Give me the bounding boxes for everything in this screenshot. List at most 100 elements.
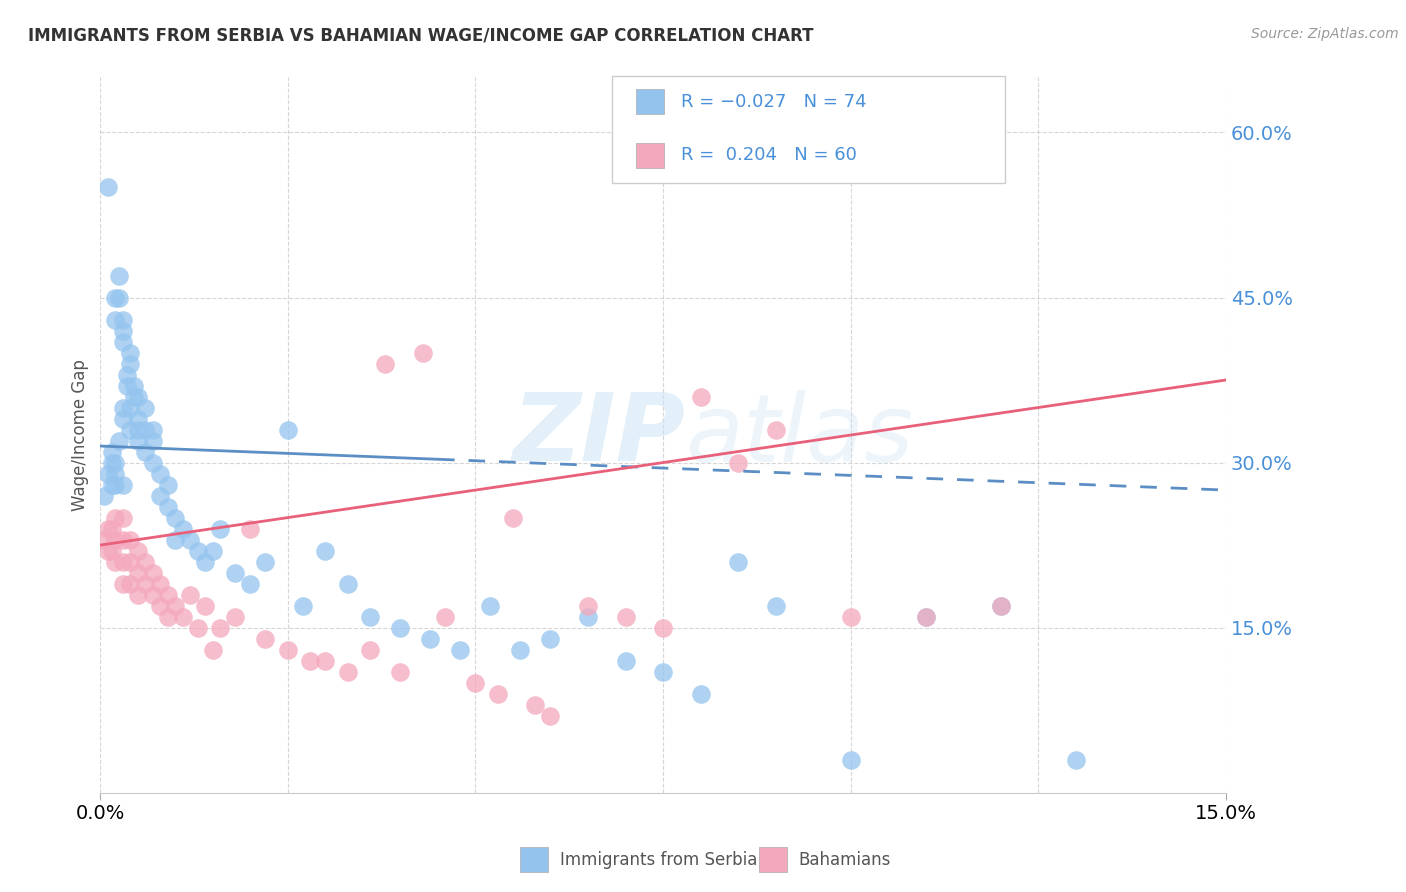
Text: atlas: atlas — [686, 390, 914, 481]
Point — [359, 642, 381, 657]
Point — [111, 401, 134, 415]
Point — [765, 423, 787, 437]
Point — [111, 510, 134, 524]
Point — [839, 753, 862, 767]
Point — [149, 489, 172, 503]
Point — [93, 533, 115, 547]
Text: Bahamians: Bahamians — [799, 851, 891, 869]
Point — [104, 312, 127, 326]
Point — [990, 599, 1012, 613]
Point — [179, 533, 201, 547]
Point — [100, 477, 122, 491]
Point — [127, 434, 149, 448]
Point — [115, 368, 138, 382]
Point — [97, 467, 120, 481]
Point — [108, 268, 131, 283]
Point — [142, 434, 165, 448]
Point — [314, 654, 336, 668]
Text: R = −0.027   N = 74: R = −0.027 N = 74 — [681, 93, 866, 111]
Point — [111, 334, 134, 349]
Point — [120, 555, 142, 569]
Point — [179, 588, 201, 602]
Point — [111, 411, 134, 425]
Text: R =  0.204   N = 60: R = 0.204 N = 60 — [681, 146, 856, 164]
Point — [104, 510, 127, 524]
Point — [142, 588, 165, 602]
Point — [111, 324, 134, 338]
Text: IMMIGRANTS FROM SERBIA VS BAHAMIAN WAGE/INCOME GAP CORRELATION CHART: IMMIGRANTS FROM SERBIA VS BAHAMIAN WAGE/… — [28, 27, 814, 45]
Point — [120, 401, 142, 415]
Point — [104, 477, 127, 491]
Point — [614, 609, 637, 624]
Point — [134, 576, 156, 591]
Point — [464, 675, 486, 690]
Point — [122, 390, 145, 404]
Point — [201, 642, 224, 657]
Point — [97, 522, 120, 536]
Point — [100, 522, 122, 536]
Point — [100, 444, 122, 458]
Point — [540, 632, 562, 646]
Y-axis label: Wage/Income Gap: Wage/Income Gap — [72, 359, 89, 511]
Point — [156, 477, 179, 491]
Point — [111, 312, 134, 326]
Point — [524, 698, 547, 712]
Point — [990, 599, 1012, 613]
Point — [336, 576, 359, 591]
Point — [194, 599, 217, 613]
Point — [389, 621, 412, 635]
Point — [97, 543, 120, 558]
Point — [727, 555, 749, 569]
Point — [652, 621, 675, 635]
Point — [689, 687, 711, 701]
Point — [108, 291, 131, 305]
Point — [201, 543, 224, 558]
Point — [727, 456, 749, 470]
Point — [509, 642, 531, 657]
Point — [104, 555, 127, 569]
Point — [104, 533, 127, 547]
Point — [652, 665, 675, 679]
Point — [540, 708, 562, 723]
Point — [104, 291, 127, 305]
Point — [209, 522, 232, 536]
Point — [134, 555, 156, 569]
Point — [239, 522, 262, 536]
Text: ZIP: ZIP — [513, 389, 686, 481]
Point — [165, 510, 187, 524]
Point — [127, 423, 149, 437]
Point — [142, 566, 165, 580]
Point — [100, 543, 122, 558]
Point — [134, 423, 156, 437]
Point — [127, 390, 149, 404]
Point — [839, 609, 862, 624]
Point — [115, 378, 138, 392]
Point — [374, 357, 396, 371]
Point — [149, 599, 172, 613]
Point — [254, 632, 277, 646]
Point — [122, 378, 145, 392]
Point — [134, 401, 156, 415]
Point — [479, 599, 502, 613]
Point — [434, 609, 457, 624]
Point — [93, 489, 115, 503]
Point — [576, 599, 599, 613]
Point — [120, 345, 142, 359]
Point — [127, 543, 149, 558]
Point — [127, 411, 149, 425]
Point — [172, 609, 194, 624]
Point — [120, 423, 142, 437]
Point — [486, 687, 509, 701]
Text: Source: ZipAtlas.com: Source: ZipAtlas.com — [1251, 27, 1399, 41]
Point — [111, 576, 134, 591]
Point — [614, 654, 637, 668]
Point — [450, 642, 472, 657]
Point — [389, 665, 412, 679]
Point — [502, 510, 524, 524]
Point — [299, 654, 322, 668]
Point — [149, 576, 172, 591]
Point — [914, 609, 936, 624]
Point — [156, 588, 179, 602]
Point — [1064, 753, 1087, 767]
Point — [412, 345, 434, 359]
